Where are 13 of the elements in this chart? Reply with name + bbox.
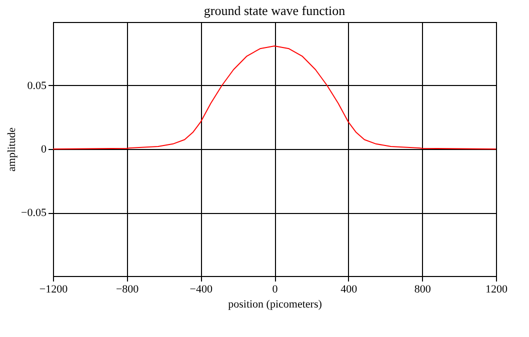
y-axis-title: amplitude xyxy=(6,127,18,172)
x-tick-label: 1200 xyxy=(486,284,508,296)
y-tick-label: 0 xyxy=(41,144,47,156)
chart-title: ground state wave function xyxy=(204,3,346,18)
x-tick-label: 0 xyxy=(272,284,278,296)
x-tick-label: 400 xyxy=(340,284,358,296)
x-tick-label: −800 xyxy=(116,284,140,296)
x-tick-label: −1200 xyxy=(39,284,68,296)
y-tick-label: −0.05 xyxy=(21,207,47,219)
y-tick-label: 0.05 xyxy=(27,80,47,92)
x-tick-label: 800 xyxy=(414,284,432,296)
x-tick-label: −400 xyxy=(190,284,214,296)
x-axis-title: position (picometers) xyxy=(228,298,322,310)
